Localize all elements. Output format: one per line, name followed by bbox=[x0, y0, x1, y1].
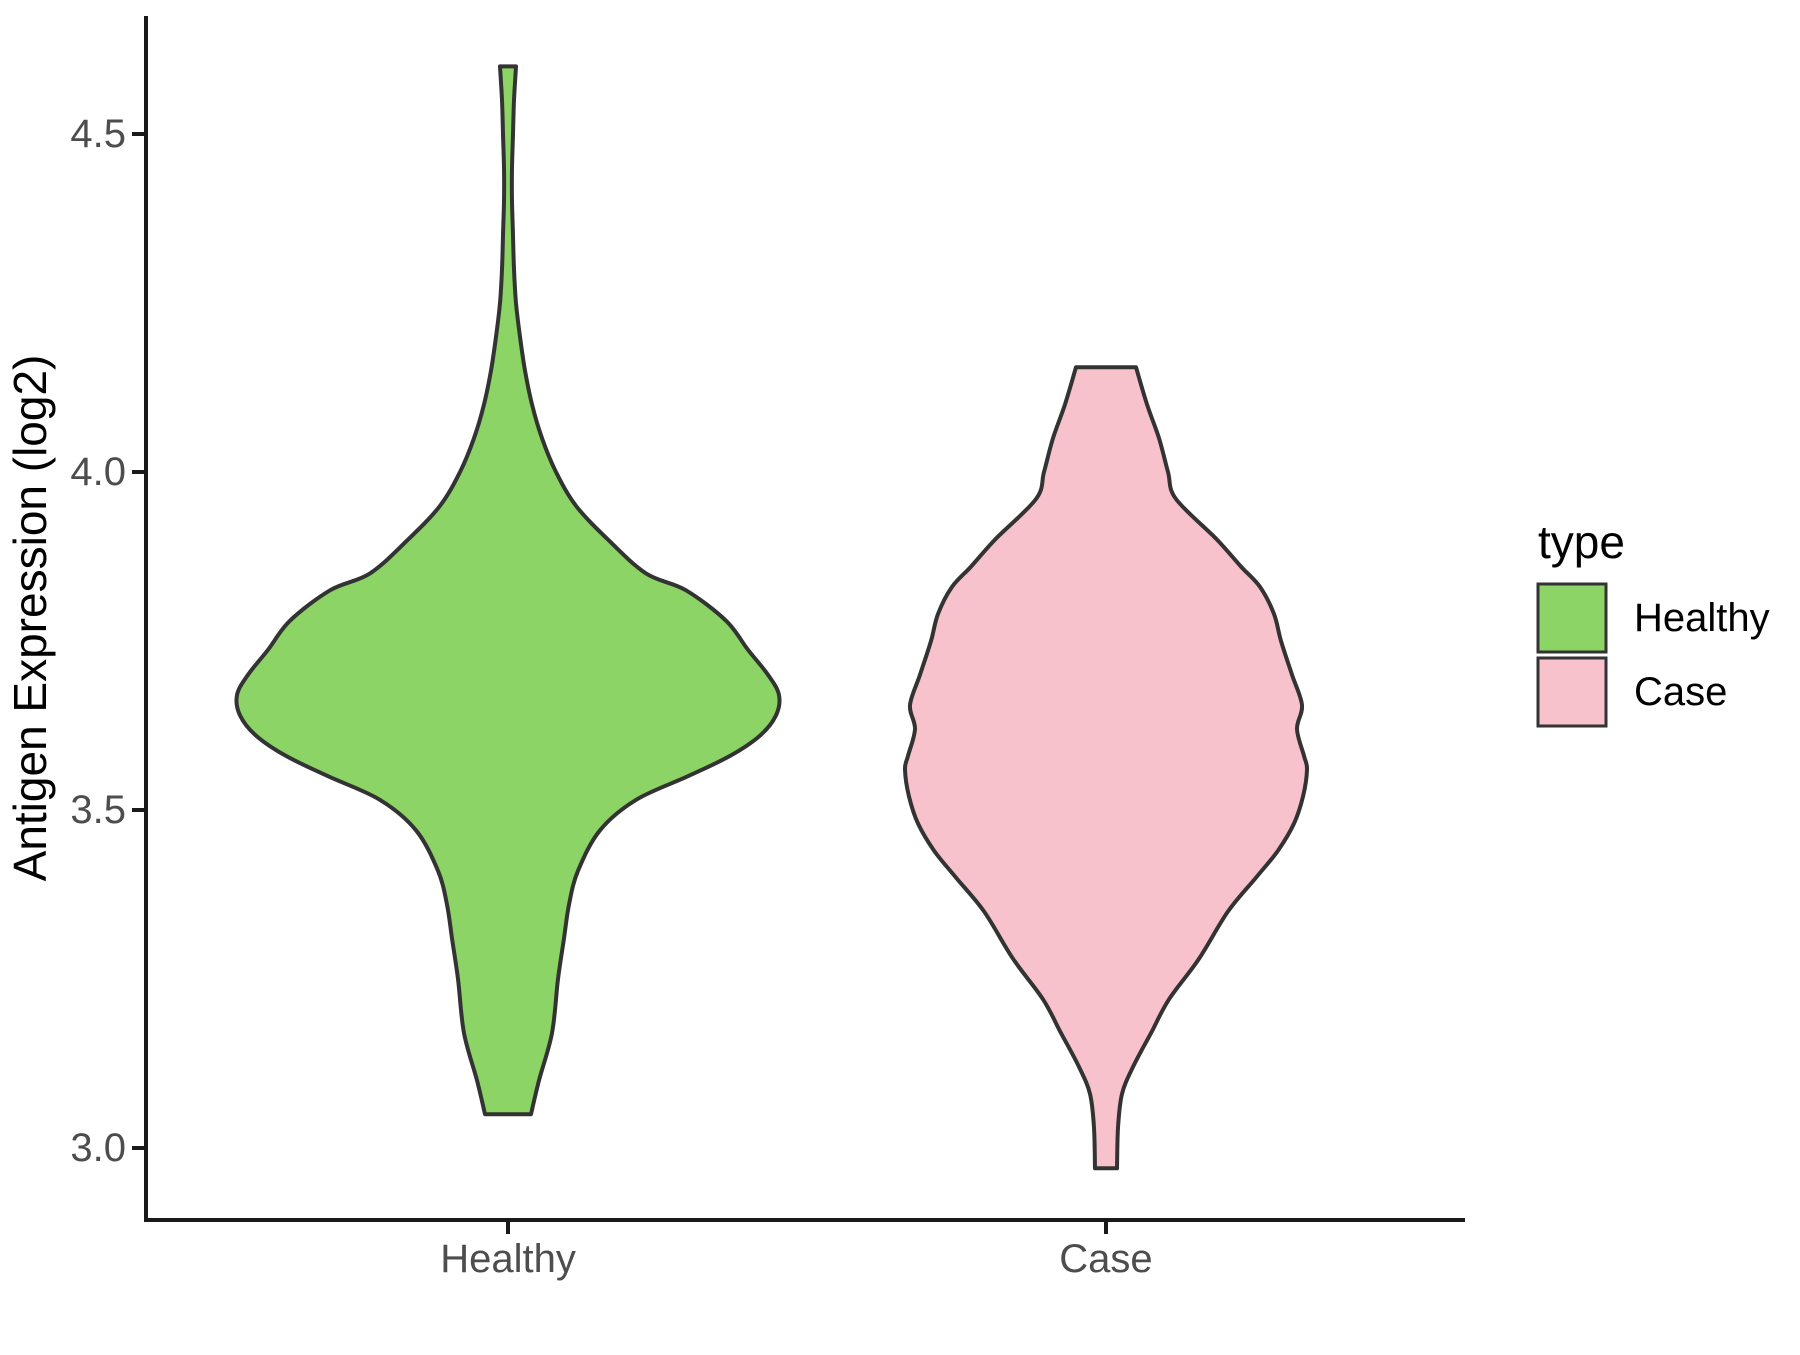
violin-healthy bbox=[234, 64, 782, 1117]
legend-label-case: Case bbox=[1634, 670, 1727, 714]
y-tick-label: 4.5 bbox=[70, 112, 126, 156]
x-tick-label-case: Case bbox=[1059, 1237, 1152, 1281]
x-tick-label-healthy: Healthy bbox=[440, 1237, 576, 1281]
legend-key-case bbox=[1536, 656, 1608, 728]
legend-key-healthy bbox=[1536, 582, 1608, 654]
violin-case bbox=[902, 365, 1310, 1171]
y-tick-label: 4.0 bbox=[70, 450, 126, 494]
legend-label-healthy: Healthy bbox=[1634, 596, 1770, 640]
legend-title: type bbox=[1538, 516, 1625, 568]
y-axis-title: Antigen Expression (log2) bbox=[4, 355, 56, 882]
y-tick-label: 3.5 bbox=[70, 788, 126, 832]
y-tick-label: 3.0 bbox=[70, 1126, 126, 1170]
